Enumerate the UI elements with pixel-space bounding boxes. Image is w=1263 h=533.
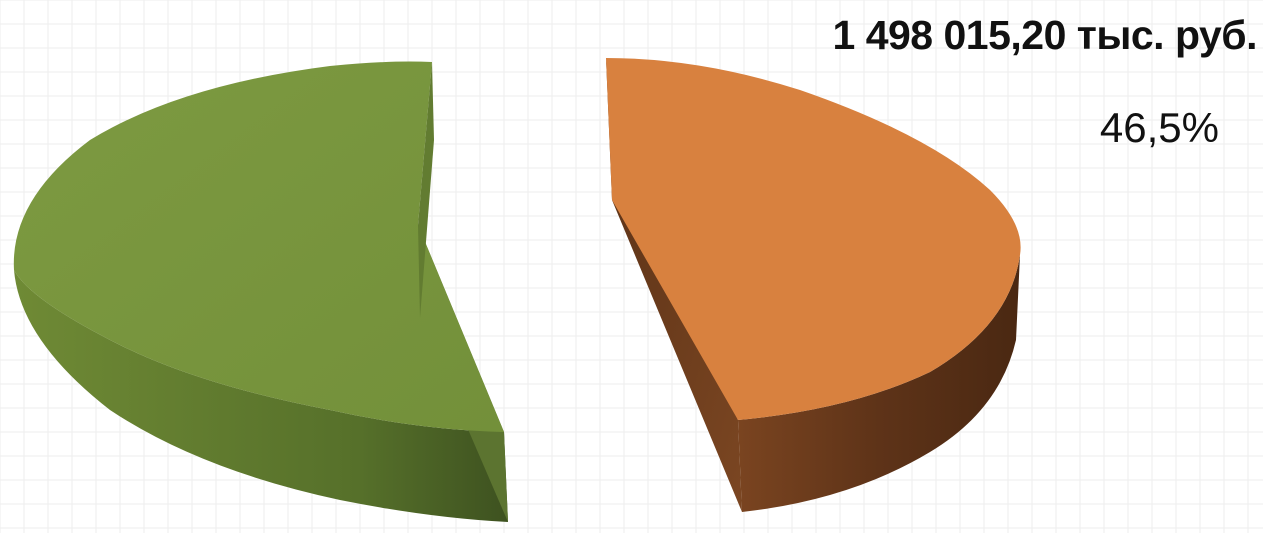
pie-slice-orange bbox=[606, 58, 1021, 512]
slice-percent-label: 46,5% bbox=[1099, 104, 1219, 151]
pie-slice-orange-top bbox=[606, 58, 1021, 420]
pie-slice-green-top bbox=[13, 61, 505, 432]
pie-slice-orange-side bbox=[738, 255, 1020, 512]
slice-value-label: 1 498 015,20 тыс. руб. bbox=[832, 12, 1258, 58]
pie-slice-green bbox=[13, 61, 508, 522]
pie-slice-green-inner-edge bbox=[418, 62, 434, 318]
pie-slice-green-side bbox=[14, 270, 508, 522]
